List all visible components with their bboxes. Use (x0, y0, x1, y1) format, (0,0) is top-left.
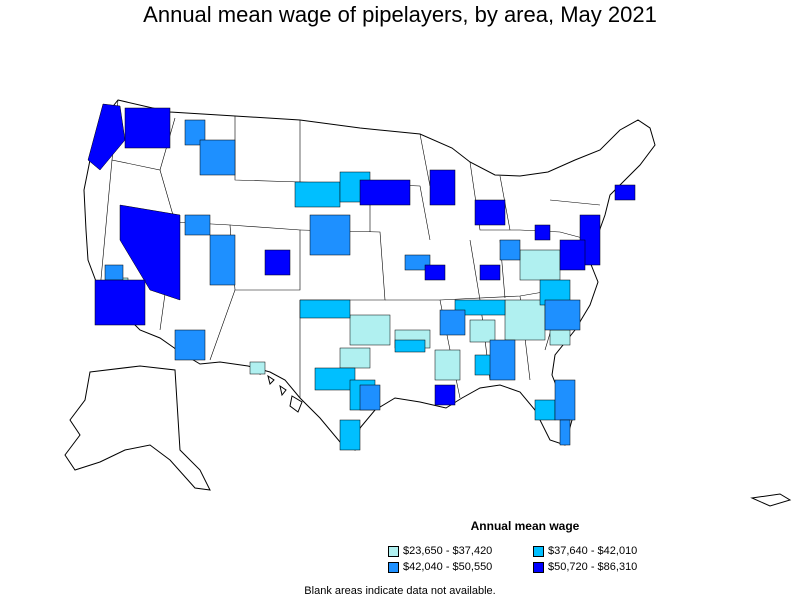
legend-label: $42,040 - $50,550 (403, 561, 493, 573)
legend-swatch (533, 561, 544, 573)
legend-title: Annual mean wage (470, 519, 580, 533)
legend-label: $23,650 - $37,420 (403, 545, 493, 557)
puerto-rico-outline (750, 493, 792, 507)
legend-item-tier-1: $23,650 - $37,420 (388, 545, 492, 557)
areas-tier-1 (117, 249, 571, 381)
legend-item-tier-2: $37,640 - $42,010 (533, 545, 637, 557)
legend-swatch (388, 561, 399, 573)
legend-label: $50,720 - $86,310 (548, 561, 638, 573)
alaska-outline (64, 365, 211, 491)
legend-item-tier-3: $42,040 - $50,550 (388, 561, 492, 573)
footnote: Blank areas indicate data not available. (304, 585, 496, 597)
areas-tier-3 (104, 119, 581, 446)
legend-item-tier-4: $50,720 - $86,310 (533, 561, 637, 573)
legend-swatch (533, 545, 544, 557)
areas-tier-4 (87, 103, 636, 406)
legend-label: $37,640 - $42,010 (548, 545, 638, 557)
legend-swatch (388, 545, 399, 557)
map-title: Annual mean wage of pipelayers, by area,… (143, 2, 657, 27)
